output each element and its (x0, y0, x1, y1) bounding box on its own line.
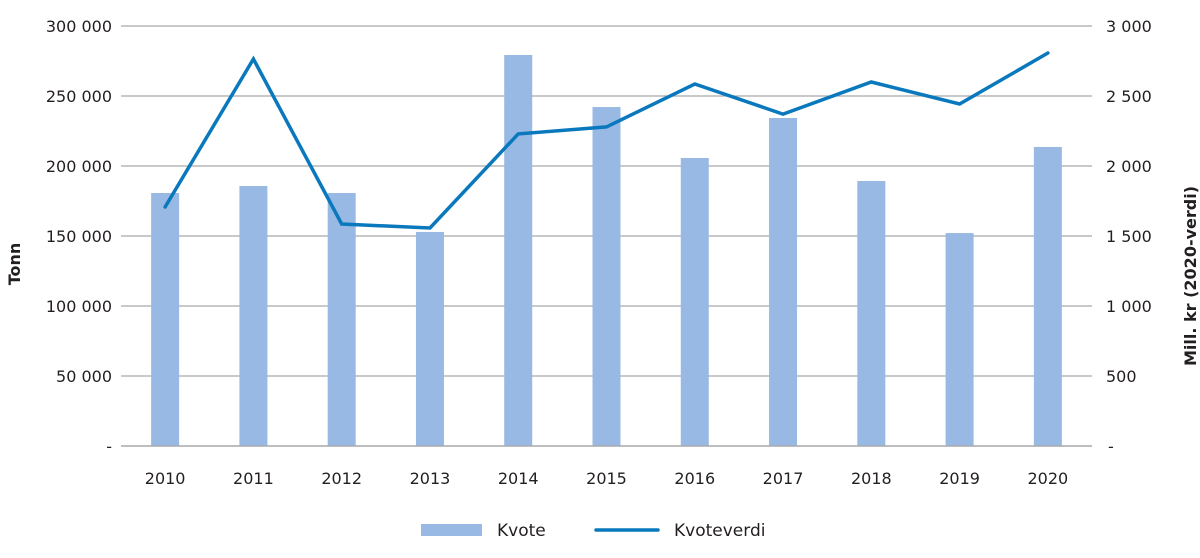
x-tick-label: 2020 (1028, 469, 1069, 488)
x-tick-label: 2014 (498, 469, 539, 488)
right-tick-label: 2 500 (1106, 87, 1152, 106)
x-tick-label: 2017 (763, 469, 804, 488)
left-tick-label: 100 000 (46, 297, 112, 316)
left-tick-label: - (106, 437, 112, 456)
bar-2010 (151, 193, 180, 446)
left-tick-label: 150 000 (46, 227, 112, 246)
right-axis-ticks: - 500 1 000 1 500 2 000 2 500 3 000 (1106, 17, 1152, 456)
left-tick-label: 50 000 (56, 367, 112, 386)
right-tick-label: - (1108, 437, 1114, 456)
left-tick-label: 250 000 (46, 87, 112, 106)
x-tick-label: 2013 (410, 469, 451, 488)
left-axis-title: Tonn (5, 243, 24, 286)
left-tick-label: 200 000 (46, 157, 112, 176)
x-tick-label: 2012 (321, 469, 362, 488)
bar-2020 (1033, 146, 1062, 446)
legend-kvote-label: Kvote (497, 521, 546, 541)
kvoteverdi-polyline (163, 51, 1050, 230)
left-tick-label: 300 000 (46, 17, 112, 36)
x-tick-label: 2016 (674, 469, 715, 488)
right-axis-title: Mill. kr (2020-verdi) (1181, 186, 1200, 366)
x-tick-label: 2015 (586, 469, 627, 488)
bar-2015 (592, 107, 621, 446)
x-axis-ticks: 2010 2011 2012 2013 2014 2015 2016 2017 2018 2019… (145, 469, 1068, 488)
bar-2013 (415, 231, 444, 446)
right-tick-label: 500 (1106, 367, 1137, 386)
bar-2017 (769, 117, 798, 446)
x-tick-label: 2010 (145, 469, 186, 488)
right-tick-label: 1 500 (1106, 227, 1152, 246)
bar-2014 (504, 54, 533, 446)
kvoteverdi-line (163, 51, 1050, 230)
left-axis-ticks: - 50 000 100 000 150 000 200 000 250 000 300 0… (46, 17, 112, 456)
bar-2011 (239, 186, 268, 446)
bar-2018 (857, 180, 886, 447)
right-tick-label: 2 000 (1106, 157, 1152, 176)
bar-2019 (945, 233, 974, 446)
x-tick-label: 2019 (939, 469, 980, 488)
bar-2016 (680, 158, 709, 446)
right-tick-label: 1 000 (1106, 297, 1152, 316)
x-tick-label: 2011 (233, 469, 274, 488)
right-tick-label: 3 000 (1106, 17, 1152, 36)
kvote-bars (151, 54, 1062, 447)
legend-kvote-swatch (421, 524, 482, 536)
x-tick-label: 2018 (851, 469, 892, 488)
legend-kvoteverdi-label: Kvoteverdi (674, 521, 765, 541)
legend: Kvote Kvoteverdi (421, 521, 765, 541)
bar-2012 (327, 193, 356, 446)
